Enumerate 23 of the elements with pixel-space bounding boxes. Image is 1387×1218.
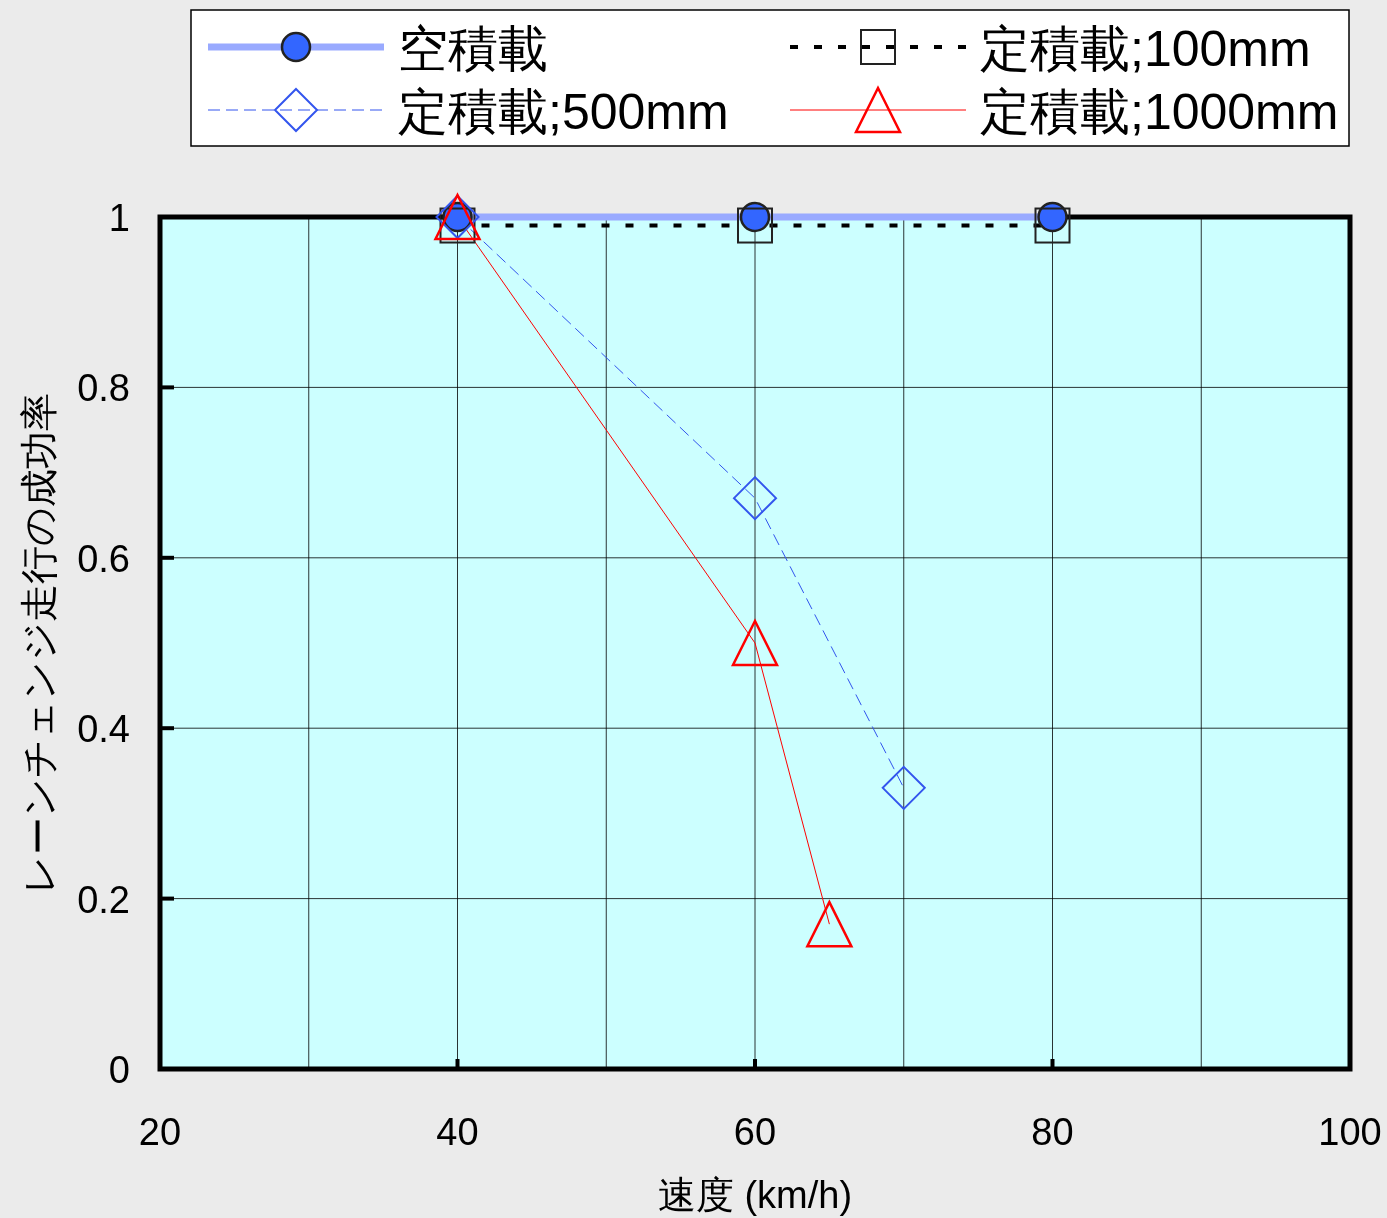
point <box>737 207 773 244</box>
x-tick-label: 20 <box>138 1111 182 1153</box>
y-tick-label: 1 <box>108 197 130 239</box>
y-tick-label: 0.4 <box>77 708 130 751</box>
point <box>731 619 779 667</box>
y-axis-title: レーンチェンジ走行の成功率 <box>18 392 60 894</box>
y-tick-label: 0.8 <box>77 367 130 410</box>
legend-label: 空積載 <box>398 21 548 77</box>
y-tick-label: 0.2 <box>77 878 130 921</box>
point <box>1034 207 1071 244</box>
y-tick-label: 0 <box>108 1049 130 1091</box>
y-tick-label: 0.6 <box>77 537 130 580</box>
legend-label: 定積載;500mm <box>398 84 729 140</box>
point <box>881 765 926 810</box>
x-tick-label: 80 <box>1031 1111 1074 1153</box>
legend-label: 定積載;1000mm <box>980 84 1339 140</box>
x-tick-label: 60 <box>733 1111 777 1153</box>
point <box>733 476 777 521</box>
legend-label: 定積載;100mm <box>980 21 1311 77</box>
x-axis-title: 速度 (km/h) <box>657 1174 853 1216</box>
point <box>806 900 853 948</box>
x-tick-label: 100 <box>1318 1111 1382 1153</box>
x-tick-label: 40 <box>436 1111 479 1153</box>
